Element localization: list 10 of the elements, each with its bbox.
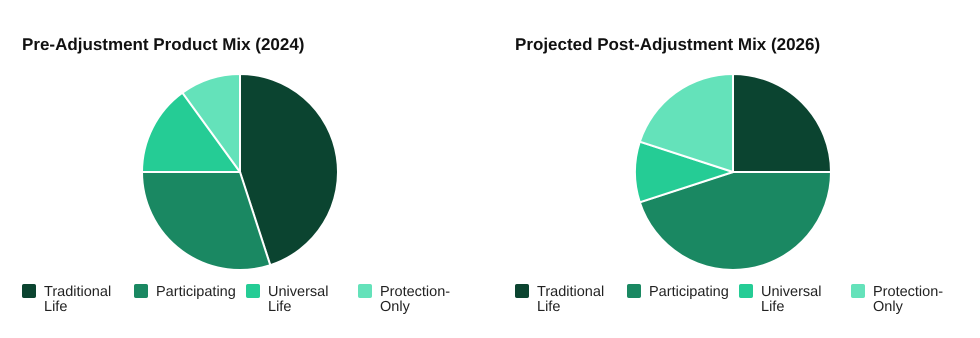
legend-label: Protection-Only (873, 284, 944, 315)
chart-title: Pre-Adjustment Product Mix (2024) (22, 35, 304, 54)
legend-label: Universal Life (761, 284, 822, 315)
legend-label: Universal Life (268, 284, 328, 315)
legend-label: Traditional Life (537, 284, 604, 315)
legend-label: Participating (156, 284, 236, 300)
legend-label: Traditional Life (44, 284, 112, 315)
legend-label: Protection-Only (380, 284, 450, 315)
chart-title: Projected Post-Adjustment Mix (2026) (515, 35, 820, 54)
legend-label: Participating (649, 284, 729, 300)
